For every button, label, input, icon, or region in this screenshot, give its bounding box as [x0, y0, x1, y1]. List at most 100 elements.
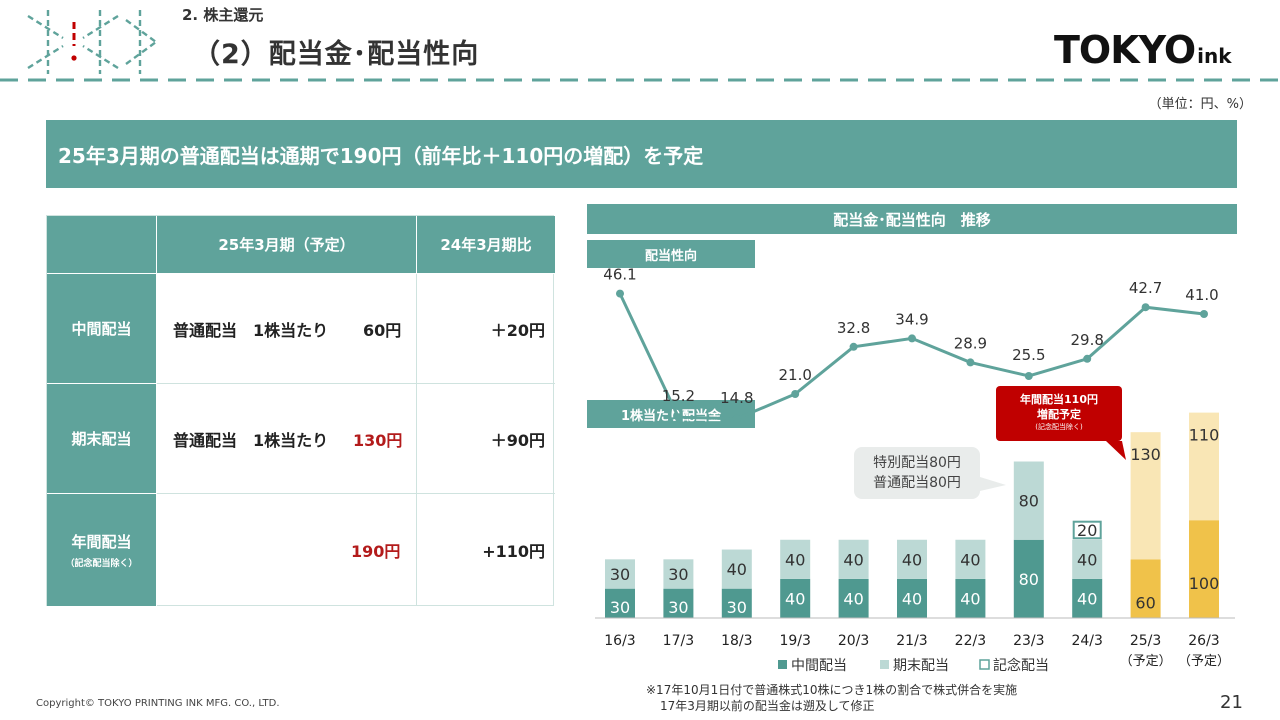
payout-ratio-point — [908, 334, 916, 343]
payout-ratio-label: 41.0 — [1185, 286, 1218, 304]
row-value: 60円 — [363, 320, 402, 340]
tokyo-ink-logo: TOKYO ink — [1054, 28, 1232, 72]
bar-label: 40 — [785, 589, 805, 608]
x-tick-sublabel: （予定） — [1178, 654, 1230, 669]
bar-label: 30 — [668, 565, 688, 584]
payout-ratio-point — [732, 414, 741, 423]
bar-interim — [1130, 559, 1161, 618]
table-row: 期末配当 普通配当 1株当たり 130円 ＋90円 — [47, 384, 555, 494]
row-label-interim: 中間配当 — [47, 274, 157, 384]
special-dividend-callout: 特別配当80円 普通配当80円 — [854, 447, 980, 499]
payout-ratio-label: 15.2 — [662, 387, 695, 405]
bar-label: 40 — [843, 550, 863, 569]
row-value-cell: 普通配当 1株当たり 130円 — [157, 384, 417, 494]
bar-label: 40 — [902, 550, 922, 569]
payout-ratio-label: 32.8 — [837, 319, 870, 337]
x-tick-sublabel: （予定） — [1120, 654, 1172, 669]
bar-interim — [605, 588, 635, 618]
row-value-cell: 190円 — [157, 494, 417, 606]
table-header-plan: 25年3月期（予定） — [157, 216, 417, 274]
payout-ratio-point — [1083, 354, 1092, 363]
x-tick-label: 18/3 — [721, 633, 752, 649]
bar-label: 30 — [610, 565, 630, 584]
bar-label: 40 — [785, 550, 805, 569]
bar-interim — [663, 588, 694, 618]
bar-label: 40 — [902, 589, 922, 608]
page-number: 21 — [1220, 692, 1243, 713]
row-value: 130円 — [353, 430, 403, 450]
bar-label: 20 — [1077, 521, 1097, 540]
payout-ratio-point — [1200, 310, 1208, 318]
bar-interim — [897, 578, 927, 618]
callout-line: 年間配当110円 — [1020, 393, 1098, 406]
bar-interim — [721, 588, 752, 618]
callout-red-pointer — [1106, 441, 1126, 460]
payout-ratio-label: 46.1 — [603, 266, 636, 284]
payout-ratio-point — [616, 289, 624, 298]
x-tick-label: 23/3 — [1013, 633, 1044, 649]
bar-yearend — [663, 559, 694, 589]
legend-swatch — [880, 660, 889, 669]
footnote-line: ※17年10月1日付で普通株式10株につき1株の割合で株式併合を実施 — [646, 683, 1018, 697]
payout-ratio-point — [849, 342, 858, 351]
callout-line: (記念配当除く) — [1035, 423, 1083, 431]
callout-line: 増配予定 — [1037, 408, 1081, 421]
bar-interim — [1013, 539, 1044, 618]
x-tick-label: 25/3 — [1130, 633, 1161, 649]
row-sublabel: （記念配当除く） — [65, 559, 138, 569]
bar-yearend — [605, 559, 635, 589]
payout-ratio-label: 34.9 — [895, 310, 928, 328]
legend-swatch — [979, 659, 990, 670]
table-row: 年間配当 （記念配当除く） 190円 +110円 — [47, 494, 553, 606]
callout-line: 特別配当80円 — [873, 455, 961, 471]
row-desc: 普通配当 1株当たり — [173, 320, 329, 340]
table-row: 中間配当 普通配当 1株当たり 60円 ＋20円 — [47, 274, 555, 384]
payout-ratio-label: 配当性向 — [587, 240, 755, 268]
bar-commemorative — [1072, 520, 1102, 540]
row-value: 190円 — [351, 542, 401, 561]
row-label-yearend: 期末配当 — [47, 384, 157, 494]
bar-yearend — [780, 539, 811, 579]
x-tick-label: 21/3 — [896, 633, 927, 649]
bar-yearend — [838, 539, 869, 579]
bar-interim — [780, 578, 811, 618]
logo-main-text: TOKYO — [1054, 28, 1196, 72]
dps-label: 1株当たり配当金 — [587, 400, 755, 428]
bar-yearend — [955, 539, 986, 579]
table-corner-cell — [47, 216, 157, 274]
row-label-text: 年間配当 — [71, 533, 132, 551]
table-header-diff: 24年3月期比 — [417, 216, 555, 274]
legend-label: 記念配当 — [993, 657, 1049, 674]
bar-label: 30 — [668, 598, 688, 617]
page-title: （2）配当金･配当性向 — [193, 39, 480, 70]
payout-ratio-point — [791, 390, 800, 398]
unit-note: （単位：円、%） — [1148, 97, 1252, 112]
bar-label: 60 — [1135, 594, 1155, 613]
legend-swatch — [778, 660, 787, 669]
logo-sub-text: ink — [1197, 44, 1232, 68]
bar-yearend — [1072, 539, 1103, 579]
bar-interim — [1072, 578, 1103, 618]
bar-label: 40 — [960, 550, 980, 569]
x-tick-label: 22/3 — [955, 633, 986, 649]
bar-interim — [838, 578, 869, 618]
row-label-text: 中間配当 — [71, 320, 132, 338]
x-tick-label: 24/3 — [1071, 633, 1102, 649]
payout-ratio-label: 25.5 — [1012, 346, 1045, 364]
dividend-table: 25年3月期（予定） 24年3月期比 中間配当 普通配当 1株当たり 60円 ＋… — [46, 215, 555, 606]
header-ornament — [27, 10, 157, 74]
payout-ratio-label: 21.0 — [778, 366, 811, 384]
payout-ratio-label: 42.7 — [1129, 279, 1162, 297]
x-tick-label: 20/3 — [838, 633, 869, 649]
bar-yearend — [1013, 461, 1044, 540]
bar-label: 40 — [1077, 550, 1097, 569]
bar-label: 130 — [1130, 445, 1161, 464]
row-label-text: 期末配当 — [71, 430, 132, 448]
section-label: 2. 株主還元 — [182, 6, 264, 24]
callout-grey-pointer — [980, 477, 1006, 491]
payout-ratio-label: 28.9 — [954, 334, 987, 352]
bar-label: 30 — [727, 598, 747, 617]
table-header-row: 25年3月期（予定） 24年3月期比 — [47, 216, 555, 274]
bar-label: 40 — [1077, 589, 1097, 608]
